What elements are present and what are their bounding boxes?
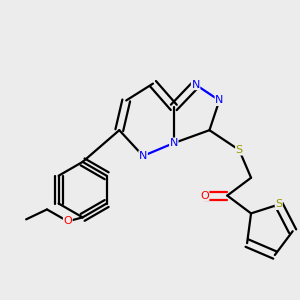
Text: O: O (200, 190, 209, 201)
Text: N: N (215, 95, 224, 106)
Text: O: O (63, 216, 72, 226)
Text: N: N (191, 80, 200, 90)
Text: S: S (275, 200, 282, 209)
Text: S: S (236, 145, 243, 155)
Text: N: N (139, 151, 147, 161)
Text: N: N (169, 138, 178, 148)
